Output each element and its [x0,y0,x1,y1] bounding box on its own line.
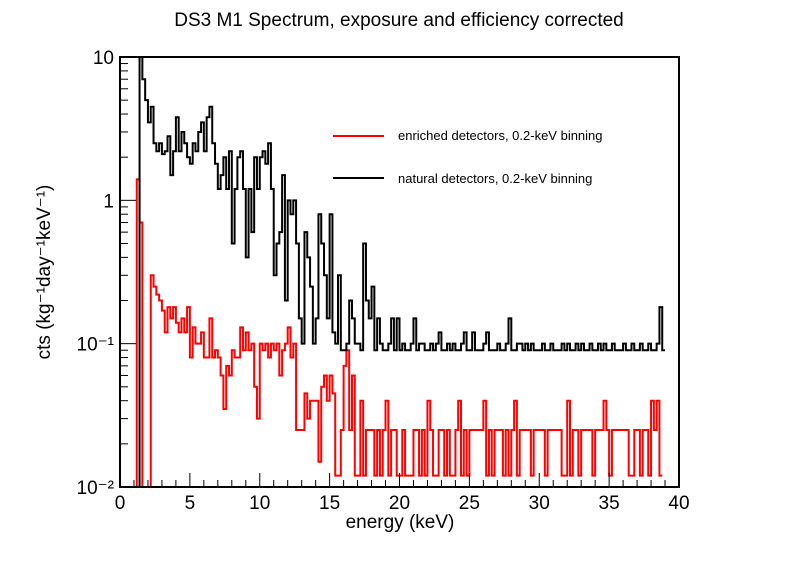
y-tick-label: 10⁻¹ [77,335,115,356]
x-tick-label: 10 [249,493,270,514]
chart-title: DS3 M1 Spectrum, exposure and efficiency… [174,10,624,31]
x-tick-label: 20 [389,493,410,514]
x-tick-label: 0 [115,493,126,514]
plot-area [119,56,680,488]
y-axis-title: cts (kg⁻¹day⁻¹keV⁻¹) [34,185,55,360]
x-axis-title: energy (keV) [346,512,455,533]
y-tick-label: 10 [93,48,114,69]
y-axis: 10⁻² 10⁻¹ 1 10 [77,48,136,499]
series-layer [135,57,666,487]
x-tick-label: 25 [459,493,480,514]
y-tick-label: 10⁻² [77,478,115,499]
x-tick-label: 40 [668,493,689,514]
x-tick-label: 5 [185,493,196,514]
x-tick-label: 35 [599,493,620,514]
series-line-enriched [135,178,663,487]
series-line-natural [138,57,666,487]
legend: enriched detectors, 0.2-keV binning natu… [333,128,603,186]
legend-label-natural: natural detectors, 0.2-keV binning [398,171,592,186]
x-tick-label: 15 [319,493,340,514]
x-tick-label: 30 [529,493,550,514]
legend-label-enriched: enriched detectors, 0.2-keV binning [398,128,603,143]
x-axis: 0 5 10 15 20 25 30 35 40 [115,473,690,514]
y-tick-label: 1 [103,191,114,212]
